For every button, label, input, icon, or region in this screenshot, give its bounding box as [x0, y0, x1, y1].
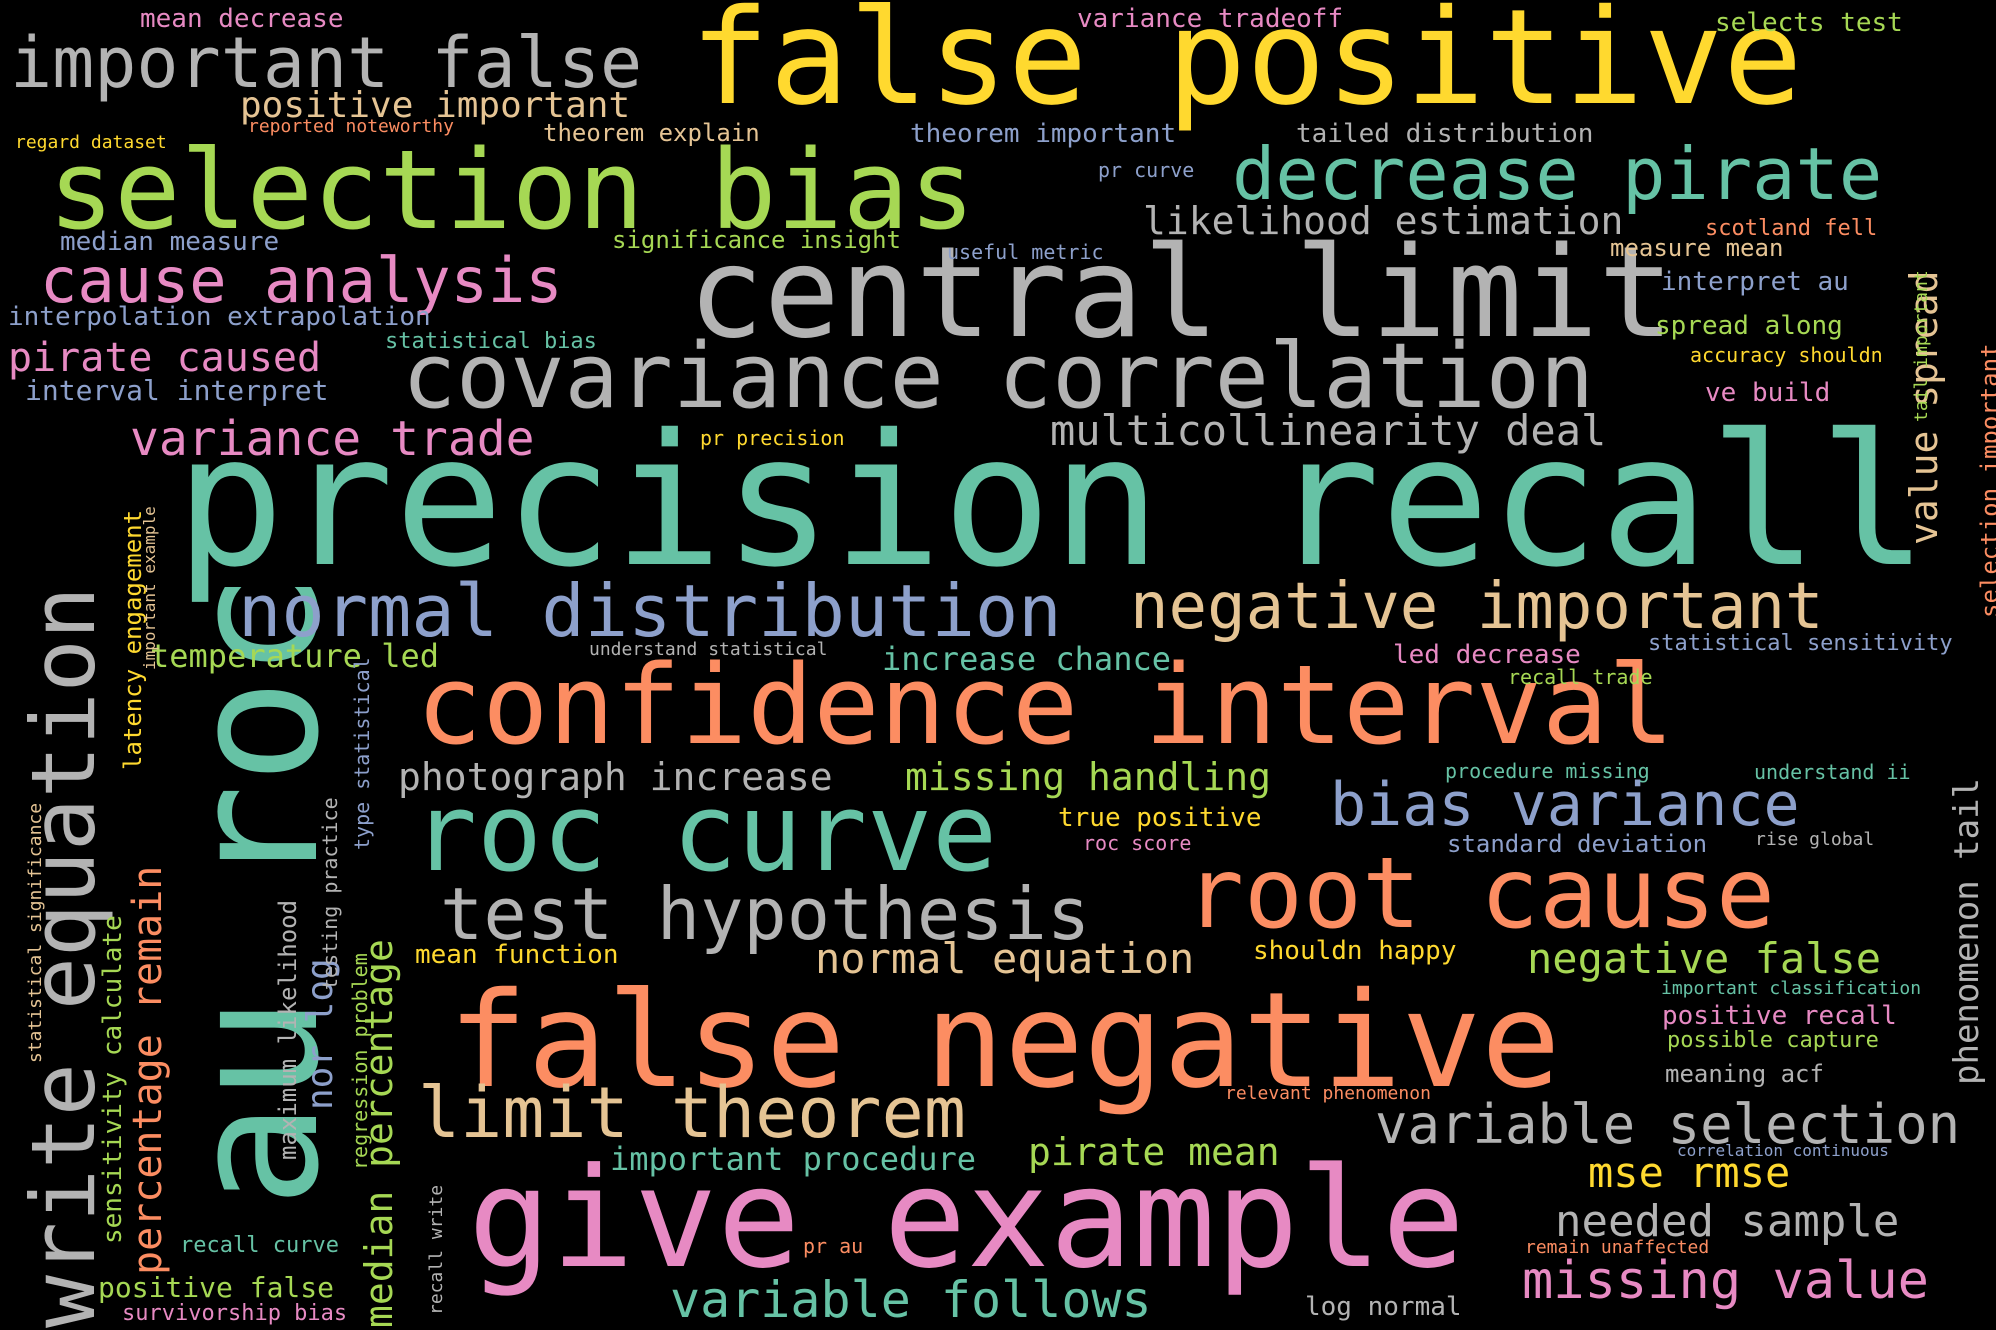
cloud-word-accuracy-shouldn: accuracy shouldn: [1690, 343, 1883, 367]
cloud-word-important-false: important false: [10, 22, 643, 104]
cloud-word-meaning-acf: meaning acf: [1665, 1060, 1824, 1088]
cloud-word-variance-trade: variance trade: [130, 411, 535, 467]
cloud-word-interpolation-extrapolation: interpolation extrapolation: [8, 302, 431, 332]
cloud-word-negative-false: negative false: [1527, 934, 1882, 983]
cloud-word-led-decrease: led decrease: [1393, 640, 1581, 670]
cloud-word-mean-function: mean function: [415, 940, 619, 970]
cloud-word-true-positive: true positive: [1058, 803, 1262, 833]
cloud-word-tailed-distribution: tailed distribution: [1296, 119, 1594, 149]
cloud-word-pr-precision: pr precision: [700, 426, 845, 450]
cloud-word-possible-capture: possible capture: [1667, 1028, 1879, 1053]
cloud-word-important-classification: important classification: [1661, 978, 1922, 999]
cloud-word-sensitivity-calculate: sensitivity calculate: [98, 915, 128, 1244]
cloud-word-mean-decrease: mean decrease: [140, 4, 344, 34]
cloud-word-statistical-bias: statistical bias: [385, 329, 597, 354]
cloud-word-roc-curve: roc curve: [412, 771, 998, 896]
cloud-word-pr-au: pr au: [803, 1234, 864, 1258]
cloud-word-reported-noteworthy: reported noteworthy: [248, 116, 454, 137]
cloud-word-selection-important: selection important: [1976, 343, 1996, 618]
cloud-word-cause-analysis: cause analysis: [40, 244, 563, 317]
cloud-word-selects-test: selects test: [1715, 8, 1903, 38]
cloud-word-interpret-au: interpret au: [1661, 267, 1849, 297]
cloud-word-mse-rmse: mse rmse: [1588, 1148, 1791, 1197]
cloud-word-false-negative: false negative: [448, 964, 1561, 1118]
cloud-word-median-measure: median measure: [60, 227, 280, 257]
cloud-word-likelihood-estimation: likelihood estimation: [1143, 199, 1624, 243]
cloud-word-pirate-mean: pirate mean: [1028, 1130, 1280, 1174]
cloud-word-testing-practice: testing practice: [318, 797, 342, 990]
cloud-word-variable-follows: variable follows: [670, 1271, 1152, 1329]
cloud-word-interval-interpret: interval interpret: [25, 374, 329, 407]
cloud-word-limit-theorem: limit theorem: [418, 1072, 966, 1154]
cloud-word-normal-distribution: normal distribution: [238, 569, 1062, 653]
cloud-word-regression-problem: regression problem: [348, 953, 372, 1170]
cloud-word-pirate-caused: pirate caused: [8, 335, 322, 381]
cloud-word-recall-trade: recall trade: [1508, 665, 1653, 689]
cloud-word-bias-variance: bias variance: [1330, 770, 1800, 840]
cloud-word-missing-handling: missing handling: [905, 755, 1272, 799]
cloud-word-rise-global: rise global: [1755, 829, 1875, 850]
cloud-word-recall-write: recall write: [426, 1184, 447, 1315]
cloud-word-positive-recall: positive recall: [1662, 1001, 1897, 1031]
cloud-word-decrease-pirate: decrease pirate: [1232, 132, 1883, 216]
cloud-word-recall-curve: recall curve: [180, 1233, 339, 1258]
cloud-word-remain-unaffected: remain unaffected: [1525, 1237, 1710, 1258]
cloud-word-needed-sample: needed sample: [1555, 1196, 1900, 1247]
cloud-word-percentage-remain: percentage remain: [125, 865, 171, 1275]
cloud-word-test-hypothesis: test hypothesis: [440, 872, 1091, 956]
cloud-word-negative-important: negative important: [1130, 570, 1824, 644]
cloud-word-ve-build: ve build: [1705, 378, 1831, 408]
cloud-word-variable-selection: variable selection: [1375, 1093, 1961, 1156]
cloud-word-important-example: important example: [140, 506, 159, 670]
cloud-word-type-statistical: type statistical: [350, 657, 374, 850]
cloud-word-pr-curve: pr curve: [1098, 158, 1195, 182]
cloud-word-log-normal: log normal: [1305, 1292, 1462, 1322]
cloud-word-normal-equation: normal equation: [815, 934, 1195, 983]
cloud-word-shouldn-happy: shouldn happy: [1253, 936, 1457, 966]
cloud-word-positive-important: positive important: [240, 85, 631, 126]
cloud-word-understand-statistical: understand statistical: [589, 639, 828, 660]
cloud-word-variance-tradeoff: variance tradeoff: [1077, 4, 1344, 34]
cloud-word-temperature-led: temperature led: [150, 637, 439, 675]
cloud-word-relevant-phenomenon: relevant phenomenon: [1225, 1083, 1431, 1104]
cloud-word-survivorship-bias: survivorship bias: [122, 1301, 348, 1326]
cloud-word-significance-insight: significance insight: [612, 226, 901, 254]
cloud-word-root-cause: root cause: [1185, 837, 1776, 951]
cloud-word-covariance-correlation: covariance correlation: [402, 324, 1595, 429]
cloud-word-useful-metric: useful metric: [947, 240, 1104, 264]
cloud-word-multicollinearity-deal: multicollinearity deal: [1050, 406, 1607, 455]
cloud-word-photograph-increase: photograph increase: [398, 755, 833, 799]
cloud-word-statistical-sensitivity: statistical sensitivity: [1648, 631, 1953, 656]
cloud-word-important-procedure: important procedure: [610, 1140, 977, 1178]
cloud-word-statistical-significance: statistical significance: [25, 802, 46, 1063]
cloud-word-missing-value: missing value: [1522, 1251, 1929, 1311]
cloud-word-tail-important: tail important: [1911, 270, 1932, 422]
cloud-word-give-example: give example: [468, 1138, 1465, 1299]
cloud-word-spread-along: spread along: [1655, 311, 1843, 341]
cloud-word-standard-deviation: standard deviation: [1447, 830, 1708, 858]
cloud-word-measure-mean: measure mean: [1610, 234, 1784, 262]
cloud-word-correlation-continuous: correlation continuous: [1677, 1141, 1889, 1160]
cloud-word-scotland-fell: scotland fell: [1705, 216, 1878, 241]
cloud-word-precision-recall: precision recall: [175, 395, 1929, 607]
cloud-word-procedure-missing: procedure missing: [1445, 759, 1650, 783]
cloud-word-false-positive: false positive: [690, 0, 1803, 135]
cloud-word-regard-dataset: regard dataset: [15, 132, 167, 153]
cloud-word-maximum-likelihood: maximum likelihood: [274, 899, 302, 1160]
cloud-word-theorem-important: theorem important: [910, 119, 1177, 149]
cloud-word-confidence-interval: confidence interval: [416, 641, 1675, 769]
cloud-word-selection-bias: selection bias: [48, 126, 976, 254]
cloud-word-phenomenon-tail: phenomenon tail: [1947, 777, 1987, 1085]
cloud-word-roc-score: roc score: [1083, 831, 1192, 855]
cloud-word-theorem-explain: theorem explain: [543, 119, 760, 147]
cloud-word-understand-ii: understand ii: [1754, 760, 1911, 784]
cloud-word-increase-chance: increase chance: [882, 640, 1171, 678]
cloud-word-positive-false: positive false: [98, 1271, 335, 1304]
cloud-word-central-limit: central limit: [688, 219, 1675, 366]
